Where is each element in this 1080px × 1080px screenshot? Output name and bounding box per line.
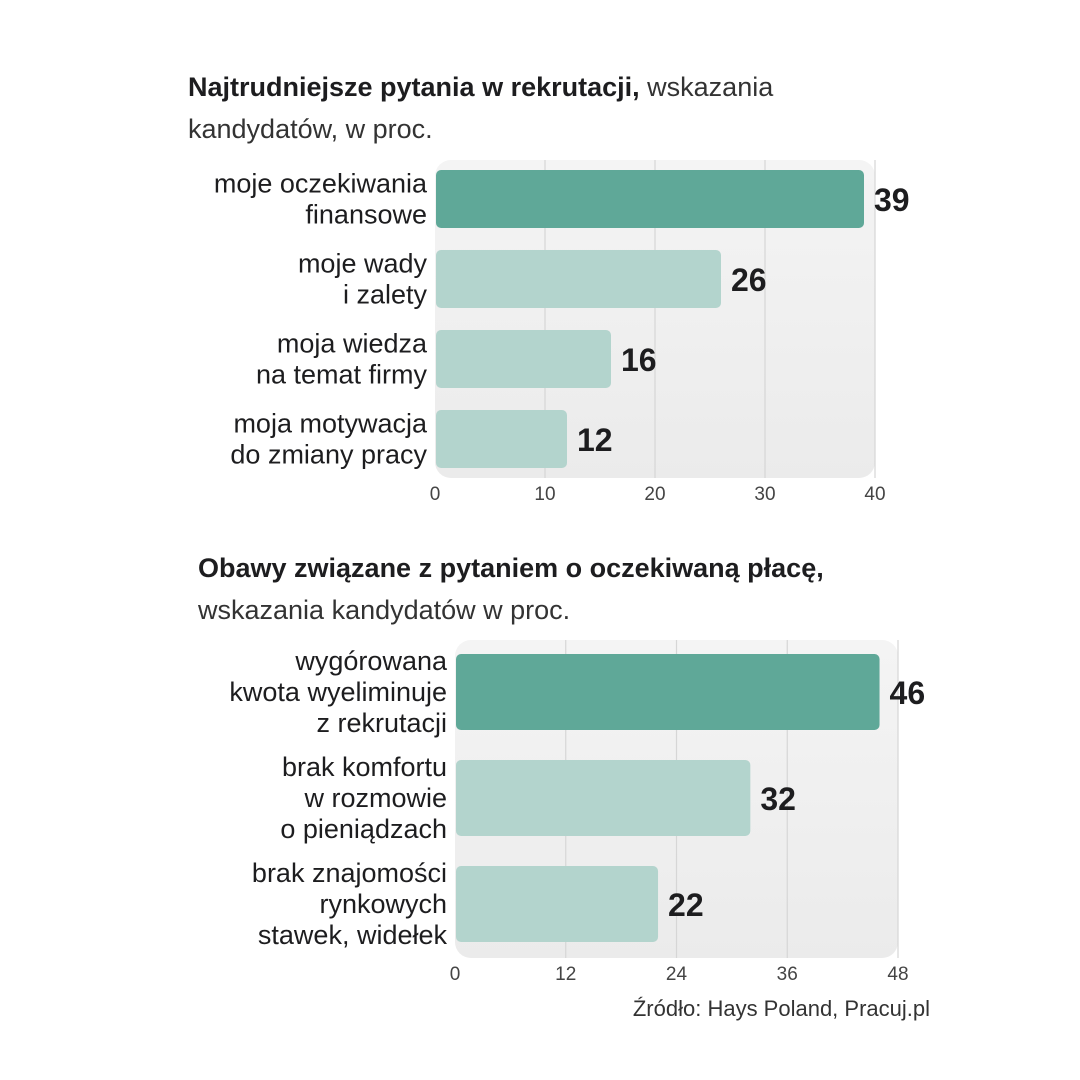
chart-2: 0 12 24 36 48 46 wygórowana kwota wyeliminuje z …: [229, 640, 926, 985]
category-label: moje wady i zalety: [298, 249, 428, 310]
bar: [436, 410, 567, 468]
tick-label: 40: [864, 484, 885, 505]
chart-2-title-bold: Obawy związane z pytaniem o oczekiwaną p…: [198, 553, 824, 583]
tick-label: 0: [430, 484, 441, 505]
tick-label: 36: [777, 964, 798, 985]
bar: [456, 654, 880, 730]
value-label: 26: [731, 262, 767, 298]
tick-label: 48: [887, 964, 908, 985]
category-label: wygórowana kwota wyeliminuje z rekrutacji: [229, 646, 448, 738]
chart-1-title-rest: wskazania kandydatów, w proc.: [188, 72, 774, 144]
value-label: 39: [874, 182, 910, 218]
chart-1-title-bold: Najtrudniejsze pytania w rekrutacji,: [188, 72, 640, 102]
chart-1: 0 10 20 30 40 39 moje oczekiwania finansowe 26 mo…: [214, 160, 910, 505]
bar: [456, 760, 751, 836]
tick-label: 20: [644, 484, 665, 505]
value-label: 16: [621, 342, 657, 378]
category-label: moje oczekiwania finansowe: [214, 169, 428, 230]
source-note: Źródło: Hays Poland, Pracuj.pl: [632, 996, 930, 1021]
bar: [436, 170, 864, 228]
bar: [436, 250, 721, 308]
category-label: moja motywacja do zmiany pracy: [230, 409, 428, 470]
chart-2-title-rest: wskazania kandydatów w proc.: [198, 595, 571, 625]
value-label: 46: [890, 675, 926, 711]
bar: [436, 330, 611, 388]
category-label: brak znajomości rynkowych stawek, widełek: [252, 858, 448, 950]
chart-1-title: Najtrudniejsze pytania w rekrutacji, wsk…: [188, 66, 888, 150]
tick-label: 24: [666, 964, 688, 985]
category-label: brak komfortu w rozmowie o pieniądzach: [280, 752, 447, 844]
tick-label: 10: [534, 484, 555, 505]
bar: [456, 866, 659, 942]
value-label: 22: [668, 887, 704, 923]
chart-2-title: Obawy związane z pytaniem o oczekiwaną p…: [198, 547, 898, 631]
value-label: 12: [577, 422, 613, 458]
category-label: moja wiedza na temat firmy: [256, 329, 428, 390]
tick-label: 30: [754, 484, 775, 505]
tick-label: 12: [555, 964, 576, 985]
value-label: 32: [760, 781, 796, 817]
tick-label: 0: [450, 964, 461, 985]
